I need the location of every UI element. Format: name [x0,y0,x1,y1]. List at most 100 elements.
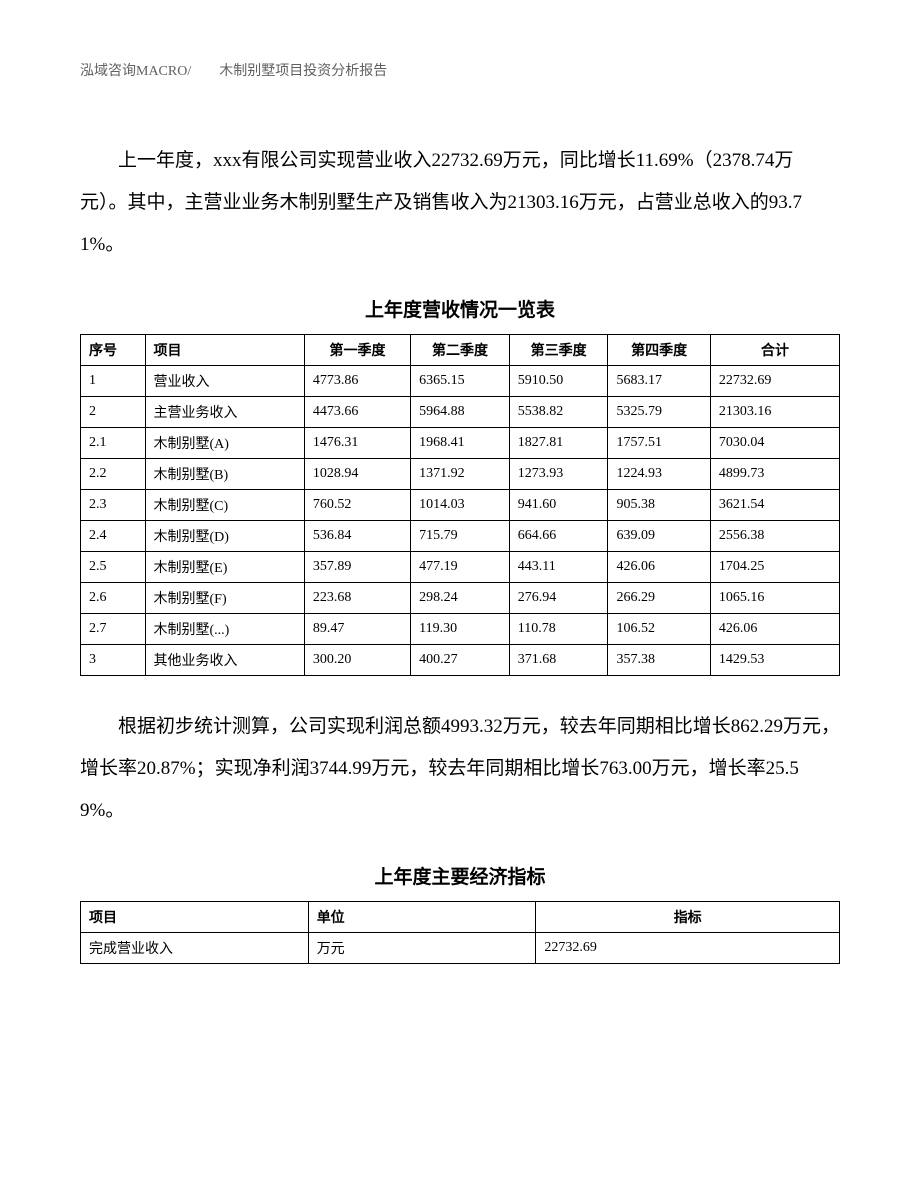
table-cell: 400.27 [411,645,510,676]
col-item: 项目 [81,901,309,932]
table-cell: 426.06 [710,614,839,645]
table-cell: 1014.03 [411,490,510,521]
table-header-row: 序号 项目 第一季度 第二季度 第三季度 第四季度 合计 [81,335,840,366]
table-cell: 715.79 [411,521,510,552]
table-cell: 300.20 [304,645,410,676]
table-cell: 941.60 [509,490,608,521]
col-unit: 单位 [308,901,536,932]
col-seq: 序号 [81,335,146,366]
col-q4: 第四季度 [608,335,710,366]
table-cell: 22732.69 [710,366,839,397]
table-cell: 2.5 [81,552,146,583]
col-total: 合计 [710,335,839,366]
table-cell: 2.2 [81,459,146,490]
table-cell: 426.06 [608,552,710,583]
table-cell: 1273.93 [509,459,608,490]
table-cell: 1704.25 [710,552,839,583]
table-cell: 2 [81,397,146,428]
table-cell: 1757.51 [608,428,710,459]
table-row: 2.6木制别墅(F)223.68298.24276.94266.291065.1… [81,583,840,614]
table-cell: 5964.88 [411,397,510,428]
table-cell: 1371.92 [411,459,510,490]
table-cell: 357.89 [304,552,410,583]
table-cell: 106.52 [608,614,710,645]
table-cell: 木制别墅(...) [145,614,304,645]
table-cell: 21303.16 [710,397,839,428]
table-cell: 5538.82 [509,397,608,428]
table-cell: 木制别墅(B) [145,459,304,490]
col-indicator: 指标 [536,901,840,932]
table-cell: 木制别墅(A) [145,428,304,459]
table-cell: 6365.15 [411,366,510,397]
table-cell: 536.84 [304,521,410,552]
table-cell: 1065.16 [710,583,839,614]
table-row: 2.7木制别墅(...)89.47119.30110.78106.52426.0… [81,614,840,645]
table-cell: 木制别墅(D) [145,521,304,552]
table-cell: 477.19 [411,552,510,583]
table-row: 2.1木制别墅(A)1476.311968.411827.811757.5170… [81,428,840,459]
table-cell: 664.66 [509,521,608,552]
table-cell: 5910.50 [509,366,608,397]
table-cell: 5683.17 [608,366,710,397]
table-row: 3其他业务收入300.20400.27371.68357.381429.53 [81,645,840,676]
table-cell: 2556.38 [710,521,839,552]
table-cell: 万元 [308,932,536,963]
table-cell: 110.78 [509,614,608,645]
table-cell: 4773.86 [304,366,410,397]
table-row: 完成营业收入万元22732.69 [81,932,840,963]
table-cell: 760.52 [304,490,410,521]
table-cell: 443.11 [509,552,608,583]
table-cell: 木制别墅(F) [145,583,304,614]
table-cell: 4899.73 [710,459,839,490]
revenue-table: 序号 项目 第一季度 第二季度 第三季度 第四季度 合计 1营业收入4773.8… [80,334,840,676]
table2-title: 上年度主要经济指标 [80,862,840,889]
table-cell: 276.94 [509,583,608,614]
table-row: 2.5木制别墅(E)357.89477.19443.11426.061704.2… [81,552,840,583]
table-cell: 1476.31 [304,428,410,459]
table-cell: 1429.53 [710,645,839,676]
table-cell: 266.29 [608,583,710,614]
table-cell: 主营业务收入 [145,397,304,428]
table-cell: 木制别墅(E) [145,552,304,583]
table-cell: 3 [81,645,146,676]
table-cell: 22732.69 [536,932,840,963]
table-cell: 357.38 [608,645,710,676]
table-cell: 298.24 [411,583,510,614]
table-cell: 2.1 [81,428,146,459]
paragraph-1: 上一年度，xxx有限公司实现营业收入22732.69万元，同比增长11.69%（… [80,140,840,265]
table-cell: 2.4 [81,521,146,552]
table-cell: 3621.54 [710,490,839,521]
table-cell: 89.47 [304,614,410,645]
table-cell: 5325.79 [608,397,710,428]
table-cell: 7030.04 [710,428,839,459]
table-cell: 完成营业收入 [81,932,309,963]
table-header-row: 项目 单位 指标 [81,901,840,932]
table1-title: 上年度营收情况一览表 [80,295,840,322]
table-cell: 1028.94 [304,459,410,490]
table-cell: 木制别墅(C) [145,490,304,521]
col-q3: 第三季度 [509,335,608,366]
table-row: 2.2木制别墅(B)1028.941371.921273.931224.9348… [81,459,840,490]
table-cell: 1968.41 [411,428,510,459]
table-cell: 1827.81 [509,428,608,459]
table-cell: 371.68 [509,645,608,676]
table-cell: 2.7 [81,614,146,645]
table-cell: 2.6 [81,583,146,614]
paragraph-2: 根据初步统计测算，公司实现利润总额4993.32万元，较去年同期相比增长862.… [80,706,840,831]
table-cell: 119.30 [411,614,510,645]
table-cell: 1 [81,366,146,397]
table-cell: 639.09 [608,521,710,552]
table-cell: 其他业务收入 [145,645,304,676]
page-header: 泓域咨询MACRO/ 木制别墅项目投资分析报告 [80,60,840,80]
table-row: 2主营业务收入4473.665964.885538.825325.7921303… [81,397,840,428]
indicator-table: 项目 单位 指标 完成营业收入万元22732.69 [80,901,840,964]
table-cell: 223.68 [304,583,410,614]
table-cell: 1224.93 [608,459,710,490]
table-cell: 营业收入 [145,366,304,397]
table-row: 2.3木制别墅(C)760.521014.03941.60905.383621.… [81,490,840,521]
table-cell: 4473.66 [304,397,410,428]
col-item: 项目 [145,335,304,366]
table-cell: 2.3 [81,490,146,521]
col-q1: 第一季度 [304,335,410,366]
table-row: 2.4木制别墅(D)536.84715.79664.66639.092556.3… [81,521,840,552]
